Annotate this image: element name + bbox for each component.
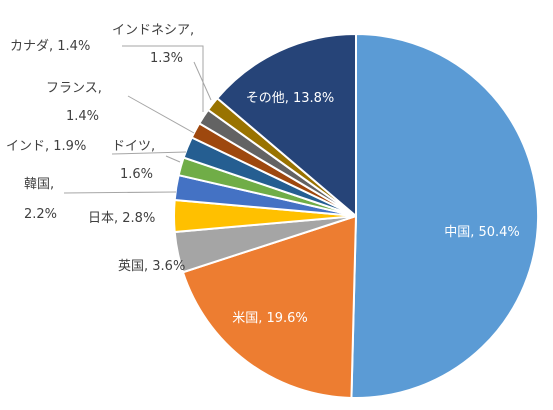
- leader-lines: [63, 45, 212, 194]
- pie-slice-11: [215, 32, 357, 219]
- leader-line-8: [127, 95, 195, 134]
- data-label-9: カナダ, 1.4%: [10, 39, 90, 54]
- data-label-11: その他, 13.8%: [246, 91, 335, 106]
- data-label-7: インド, 1.9%: [6, 139, 86, 154]
- data-label-6-line-1: ドイツ,: [112, 139, 155, 154]
- data-label-8-line-1: フランス,: [46, 81, 102, 96]
- pie-slices: [172, 32, 540, 399]
- leader-line-6: [165, 155, 181, 163]
- data-label-8-line-2: 1.4%: [66, 109, 99, 124]
- data-label-3: 英国, 3.6%: [118, 259, 185, 274]
- leader-line-5: [63, 191, 177, 194]
- data-label-5-line-2: 2.2%: [24, 207, 57, 222]
- data-label-2: 米国, 19.6%: [232, 311, 308, 326]
- data-label-1: 中国, 50.4%: [444, 225, 520, 240]
- data-label-4: 日本, 2.8%: [88, 211, 155, 226]
- data-labels: 中国, 50.4% 米国, 19.6% 英国, 3.6% 日本, 2.8% 韓国, 2.2…: [6, 23, 520, 326]
- data-label-10-line-2: 1.3%: [150, 51, 183, 66]
- leader-line-10: [193, 61, 212, 101]
- leader-line-7: [111, 151, 187, 155]
- pie-slice-1: [350, 32, 540, 399]
- data-label-5-line-1: 韓国,: [24, 177, 54, 192]
- pie-slice-2: [181, 214, 358, 399]
- leader-line-9: [122, 45, 204, 112]
- data-label-10-line-1: インドネシア,: [112, 23, 194, 38]
- data-label-6-line-2: 1.6%: [120, 167, 153, 182]
